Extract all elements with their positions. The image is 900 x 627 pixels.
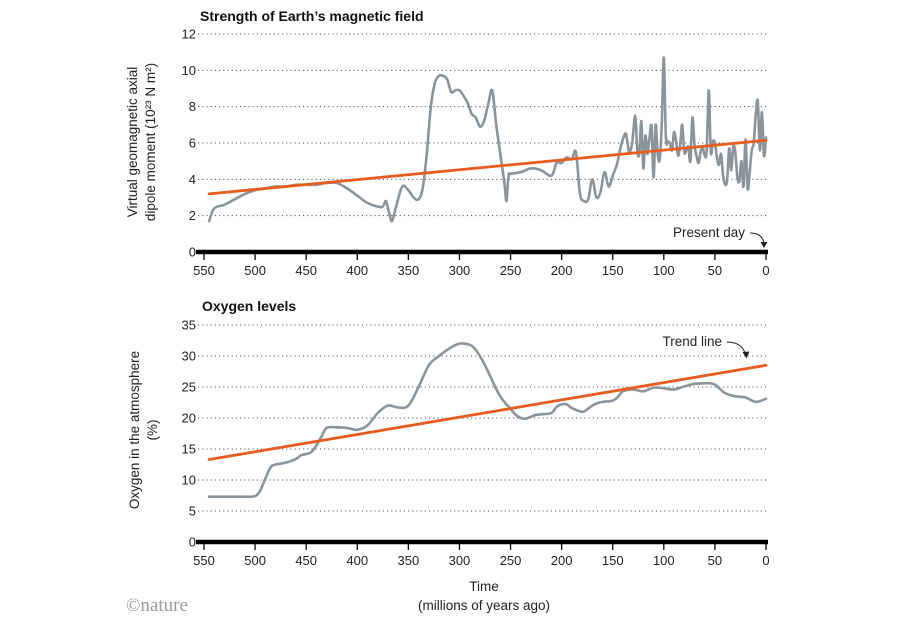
oxygen-trend-line [207, 363, 768, 461]
oxygen-y-tick-label: 30 [182, 349, 196, 364]
magnetic-field-x-tick-label: 500 [244, 263, 266, 278]
oxygen-x-tick-label: 250 [500, 553, 522, 568]
magnetic-field-panel: Strength of Earth’s magnetic field 0 2 4 6 8… [125, 8, 770, 278]
oxygen-x-tick-label: 0 [762, 553, 769, 568]
magnetic-field-x-tick-label: 450 [295, 263, 317, 278]
oxygen-x-tick-label: 150 [602, 553, 624, 568]
magnetic-field-x-tick-label: 300 [449, 263, 471, 278]
trend-line-arrow-icon [742, 351, 750, 359]
oxygen-x-tick-label: 100 [653, 553, 675, 568]
oxygen-y-tick-label: 20 [182, 411, 196, 426]
magnetic-field-y-tick-label: 10 [182, 63, 196, 78]
magnetic-field-x-tick-label: 400 [346, 263, 368, 278]
magnetic-field-title: Strength of Earth’s magnetic field [200, 8, 424, 24]
magnetic-field-y-tick-label: 12 [182, 27, 196, 42]
magnetic-field-x-tick-label: 200 [551, 263, 573, 278]
magnetic-field-y-tick-label: 0 [189, 245, 196, 260]
magnetic-field-x-tick-label: 250 [500, 263, 522, 278]
present-day-arrow-icon [760, 242, 768, 248]
trend-line-callout-line [726, 341, 747, 357]
oxygen-y-tick-label: 15 [182, 442, 196, 457]
oxygen-x-tick-label: 350 [398, 553, 420, 568]
oxygen-gridlines [198, 324, 768, 512]
magnetic-field-x-axis: 550 500 450 400 350 300 250 200 150 100 50 0 [193, 249, 770, 278]
oxygen-title: Oxygen levels [202, 298, 296, 314]
oxygen-y-tick-label: 35 [182, 318, 196, 333]
magnetic-field-x-tick-label: 0 [762, 263, 769, 278]
magnetic-field-x-tick-label: 350 [398, 263, 420, 278]
oxygen-x-tick-label: 500 [244, 553, 266, 568]
oxygen-x-tick-label: 450 [295, 553, 317, 568]
oxygen-y-tick-labels: 0 5 10 15 20 25 30 35 [182, 318, 196, 550]
oxygen-x-tick-label: 300 [449, 553, 471, 568]
time-axis-subtitle: (millions of years ago) [418, 598, 550, 613]
oxygen-y-tick-label: 10 [182, 473, 196, 488]
magnetic-field-x-tick-label: 550 [193, 263, 215, 278]
magnetic-field-series-line [207, 56, 768, 223]
present-day-annotation: Present day [673, 225, 745, 240]
magnetic-field-x-tick-label: 100 [653, 263, 675, 278]
magnetic-field-y-tick-label: 6 [189, 136, 196, 151]
magnetic-field-x-tick-label: 50 [708, 263, 722, 278]
magnetic-field-y-tick-labels: 0 2 4 6 8 10 12 [182, 27, 196, 260]
magnetic-field-y-label-line2: dipole moment (10²³ N m²) [143, 63, 158, 221]
magnetic-field-x-tick-label: 150 [602, 263, 624, 278]
oxygen-x-tick-label: 550 [193, 553, 215, 568]
oxygen-y-tick-label: 0 [189, 535, 196, 550]
magnetic-field-y-label-line1: Virtual geomagnetic axial [125, 67, 140, 218]
oxygen-y-tick-label: 25 [182, 380, 196, 395]
trend-line-annotation: Trend line [662, 334, 722, 349]
time-axis-title: Time [469, 579, 499, 594]
magnetic-field-y-tick-label: 8 [189, 99, 196, 114]
oxygen-y-label-line1: Oxygen in the atmosphere [127, 351, 142, 509]
oxygen-x-axis: 550 500 450 400 350 300 250 200 150 100 50 0 [193, 539, 770, 568]
magnetic-field-y-tick-label: 4 [189, 172, 196, 187]
nature-logo: ©nature [126, 595, 188, 616]
oxygen-y-tick-label: 5 [189, 504, 196, 519]
oxygen-x-tick-label: 200 [551, 553, 573, 568]
oxygen-y-label-line2: (%) [145, 420, 160, 441]
magnetic-field-trend-line [207, 138, 768, 196]
oxygen-series-line [207, 342, 768, 499]
magnetic-field-y-tick-label: 2 [189, 208, 196, 223]
oxygen-x-tick-label: 50 [708, 553, 722, 568]
oxygen-x-tick-label: 400 [346, 553, 368, 568]
